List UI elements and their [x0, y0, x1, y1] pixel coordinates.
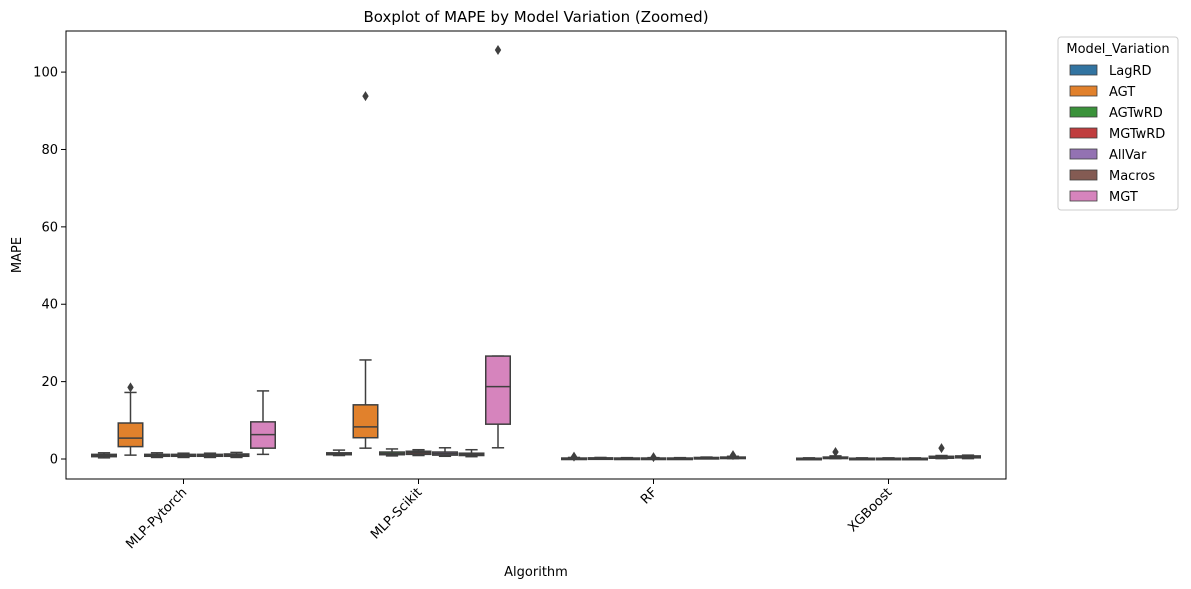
x-tick-label: MLP-Pytorch [123, 485, 190, 552]
outlier-point [729, 450, 737, 461]
legend-swatch [1069, 148, 1098, 160]
plot-area [91, 45, 981, 463]
series-mgtwrd [170, 448, 902, 463]
y-tick-label: 20 [41, 375, 58, 390]
outlier-point [570, 451, 578, 462]
y-tick-label: 80 [41, 143, 58, 158]
legend-swatch [1069, 169, 1098, 181]
y-axis: 0 20 40 60 80 100 [33, 66, 66, 468]
box [117, 422, 144, 448]
box [352, 404, 379, 439]
series-lagrd [91, 449, 822, 462]
axes-frame [65, 30, 1007, 480]
legend-title: Model_Variation [1066, 42, 1169, 57]
legend-label: MGT [1109, 190, 1138, 205]
series-agt [117, 91, 849, 461]
x-axis: MLP-Pytorch MLP-Scikit RF XGBoost [123, 479, 895, 552]
legend-label: AGT [1109, 85, 1135, 100]
y-tick-label: 0 [50, 453, 58, 468]
outlier-point [832, 447, 839, 458]
legend-label: LagRD [1109, 64, 1152, 79]
y-axis-title: MAPE [10, 237, 25, 273]
legend-swatch [1069, 106, 1098, 118]
outlier-point [362, 91, 369, 102]
series-agtwrd [144, 448, 875, 461]
series-mgt [250, 45, 981, 461]
legend-label: AllVar [1109, 148, 1147, 163]
legend: Model_Variation LagRD AGT AGTwRD MGTwRD AllV… [1057, 36, 1179, 211]
y-tick-label: 40 [41, 298, 58, 313]
chart-title: Boxplot of MAPE by Model Variation (Zoom… [363, 8, 708, 26]
legend-swatch [1069, 127, 1098, 139]
legend-label: Macros [1109, 169, 1155, 184]
series-macros [223, 443, 955, 460]
legend-swatch [1069, 85, 1098, 97]
x-axis-title: Algorithm [504, 565, 568, 580]
y-tick-label: 60 [41, 220, 58, 235]
legend-swatch [1069, 190, 1098, 202]
legend-frame [1057, 36, 1179, 211]
legend-label: MGTwRD [1109, 127, 1165, 142]
y-tick-label: 100 [33, 66, 58, 81]
outlier-point [127, 382, 134, 393]
x-tick-label: MLP-Scikit [368, 485, 425, 542]
x-tick-label: RF [638, 485, 660, 507]
legend-label: AGTwRD [1109, 106, 1163, 121]
box [485, 355, 511, 425]
outlier-point [494, 45, 502, 56]
legend-swatch [1069, 64, 1098, 76]
x-tick-label: XGBoost [845, 485, 895, 535]
series-allvar [197, 447, 928, 461]
outlier-point [650, 452, 657, 463]
outlier-point [938, 443, 945, 454]
